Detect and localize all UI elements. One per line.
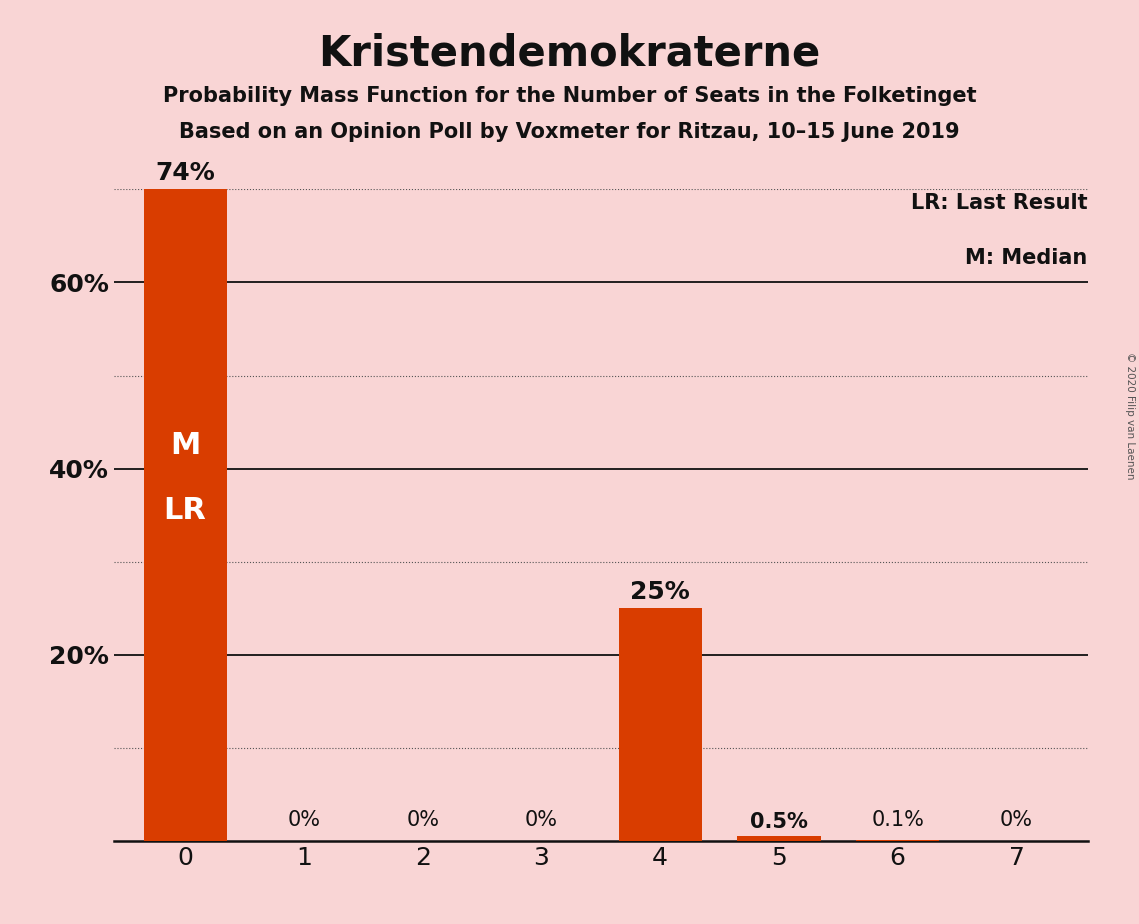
Text: 0%: 0% [1000, 809, 1033, 830]
Text: 74%: 74% [155, 161, 215, 185]
Bar [857, 840, 940, 841]
Text: LR: LR [164, 496, 206, 525]
Text: Probability Mass Function for the Number of Seats in the Folketinget: Probability Mass Function for the Number… [163, 86, 976, 106]
Text: Based on an Opinion Poll by Voxmeter for Ritzau, 10–15 June 2019: Based on an Opinion Poll by Voxmeter for… [179, 122, 960, 142]
Bar [618, 608, 702, 841]
Bar [737, 836, 820, 841]
Text: M: Median: M: Median [966, 248, 1088, 268]
Text: 0.1%: 0.1% [871, 809, 924, 830]
Text: 0.5%: 0.5% [749, 811, 808, 832]
Text: © 2020 Filip van Laenen: © 2020 Filip van Laenen [1125, 352, 1134, 480]
Text: LR: Last Result: LR: Last Result [911, 193, 1088, 213]
Text: M: M [170, 431, 200, 460]
Text: Kristendemokraterne: Kristendemokraterne [319, 32, 820, 74]
Text: 0%: 0% [407, 809, 440, 830]
Text: 0%: 0% [287, 809, 320, 830]
Bar [144, 152, 227, 841]
Text: 0%: 0% [525, 809, 558, 830]
Text: 25%: 25% [630, 579, 690, 603]
